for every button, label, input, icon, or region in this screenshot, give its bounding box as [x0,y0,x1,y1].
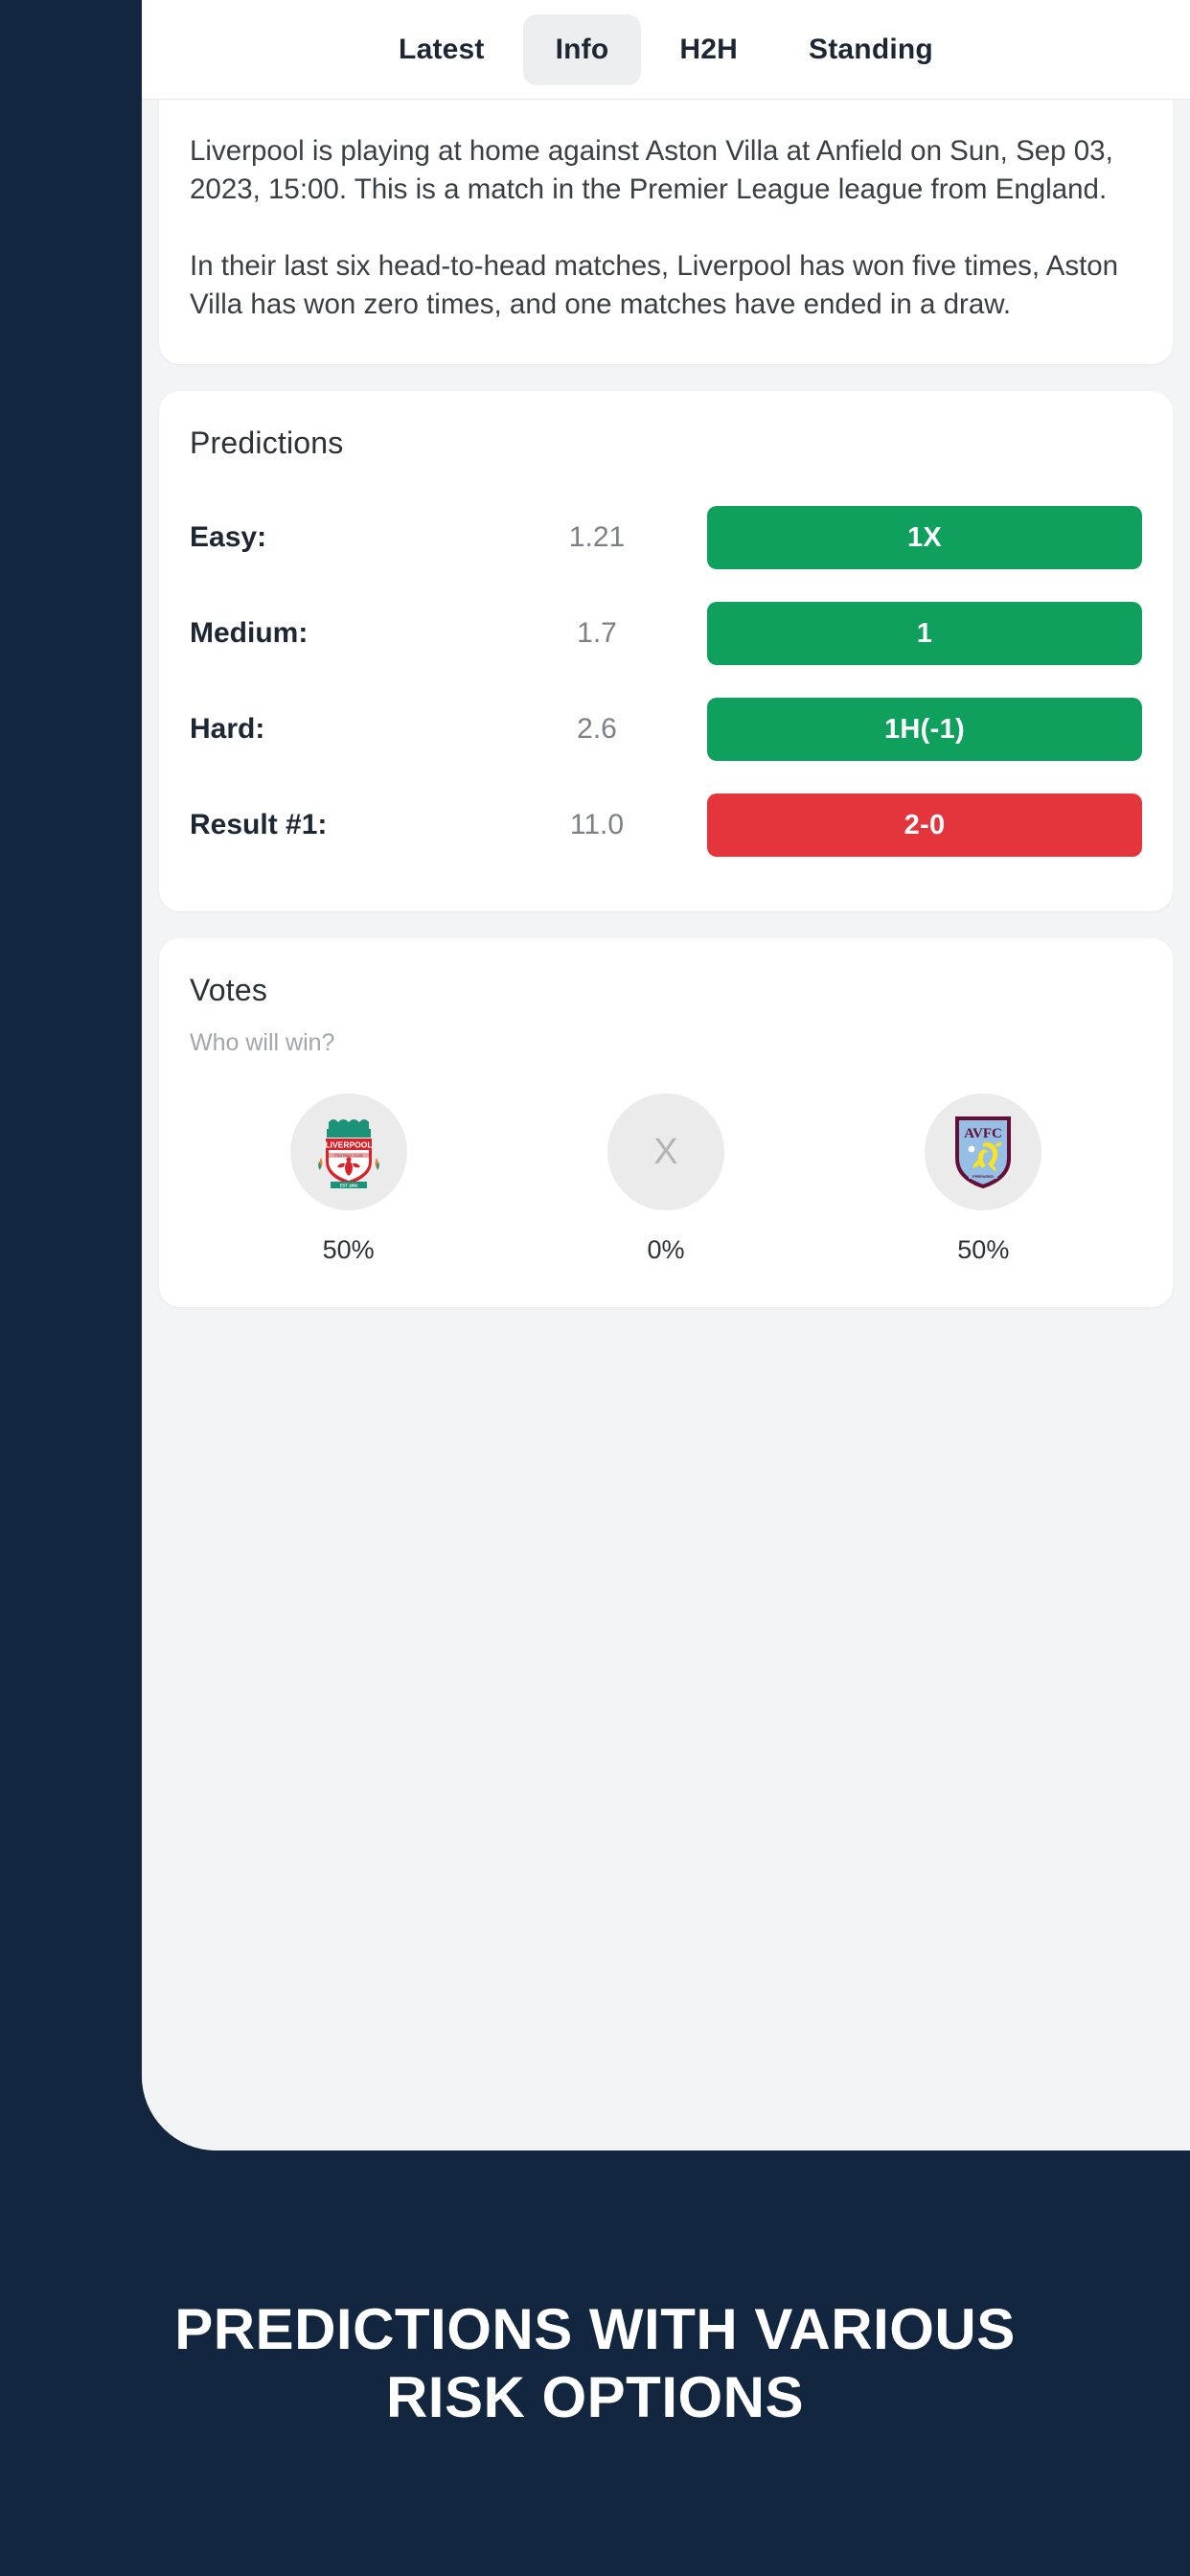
predictions-title: Predictions [190,426,344,460]
description-paragraph-1: Liverpool is playing at home against Ast… [190,135,1113,205]
vote-percent-draw: 0% [647,1235,685,1264]
phone-mockup: Latest Info H2H Standing Liverpool is pl… [142,0,1190,2150]
prediction-row-result-1: Result #1: 11.0 2-0 [190,777,1142,873]
predictions-card: Predictions Easy: 1.21 1X Medium: 1.7 1 … [159,391,1173,911]
liverpool-crest-icon: LIVERPOOL FOOTBALL CLUB [313,1114,384,1190]
aston-villa-crest-icon: AVFC PREPARED [953,1115,1013,1189]
prediction-odd: 1.21 [568,521,626,553]
svg-text:LIVERPOOL: LIVERPOOL [325,1140,372,1150]
description-paragraph-2: In their last six head-to-head matches, … [190,250,1119,320]
prediction-row-hard: Hard: 2.6 1H(-1) [190,681,1142,777]
votes-options: LIVERPOOL FOOTBALL CLUB [190,1093,1142,1265]
banner-heading: PREDICTIONS WITH VARIOUS RISK OPTIONS [174,2297,1016,2429]
votes-title: Votes [190,973,268,1007]
prediction-pick-badge[interactable]: 1X [707,506,1142,569]
vote-percent-home: 50% [322,1235,375,1264]
tab-bar: Latest Info H2H Standing [142,0,1190,100]
prediction-label: Medium: [190,617,309,649]
screen-content[interactable]: Liverpool is playing at home against Ast… [142,100,1190,2150]
vote-option-draw[interactable]: X 0% [570,1093,762,1265]
tab-latest[interactable]: Latest [399,33,485,65]
predictions-rows: Easy: 1.21 1X Medium: 1.7 1 Hard: 2.6 1H… [190,490,1142,873]
svg-text:AVFC: AVFC [964,1126,1002,1141]
vote-button-home[interactable]: LIVERPOOL FOOTBALL CLUB [289,1093,407,1210]
svg-text:PREPARED: PREPARED [973,1174,994,1179]
prediction-odd: 11.0 [569,809,625,840]
vote-option-away[interactable]: AVFC PREPARED [887,1093,1079,1265]
prediction-label: Easy: [190,521,267,553]
tab-info[interactable]: Info [522,13,642,85]
prediction-label: Result #1: [190,809,328,840]
votes-question: Who will win? [190,1029,335,1056]
prediction-pick-badge[interactable]: 1H(-1) [707,698,1142,761]
draw-x-icon: X [653,1131,678,1172]
prediction-odd: 2.6 [577,713,617,745]
match-description-card: Liverpool is playing at home against Ast… [159,100,1173,364]
prediction-row-easy: Easy: 1.21 1X [190,490,1142,586]
svg-text:FOOTBALL CLUB: FOOTBALL CLUB [334,1154,363,1158]
prediction-row-medium: Medium: 1.7 1 [190,586,1142,681]
marketing-banner: PREDICTIONS WITH VARIOUS RISK OPTIONS [0,2150,1190,2576]
svg-text:EST 1892: EST 1892 [339,1184,357,1188]
tab-standing[interactable]: Standing [809,33,933,65]
vote-button-draw[interactable]: X [606,1093,724,1210]
votes-card: Votes Who will win? [159,938,1173,1307]
tab-h2h[interactable]: H2H [679,33,739,65]
prediction-pick-badge[interactable]: 1 [707,602,1142,665]
prediction-pick-badge[interactable]: 2-0 [707,794,1142,857]
prediction-label: Hard: [190,713,265,745]
vote-button-away[interactable]: AVFC PREPARED [925,1093,1042,1210]
vote-option-home[interactable]: LIVERPOOL FOOTBALL CLUB [253,1093,445,1265]
prediction-odd: 1.7 [577,617,617,649]
vote-percent-away: 50% [957,1235,1010,1264]
